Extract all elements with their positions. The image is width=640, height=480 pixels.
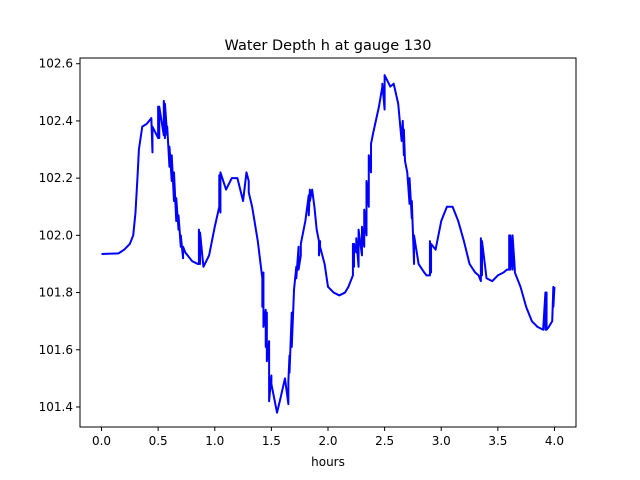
x-tick-label: 2.5 <box>375 434 394 448</box>
chart-title: Water Depth h at gauge 130 <box>225 38 432 54</box>
series-line-water-depth <box>101 74 556 414</box>
x-axis-label: hours <box>311 455 345 469</box>
y-tick-label: 101.6 <box>39 343 73 357</box>
y-axis: 101.4 101.6 101.8 102.0 102.2 102.4 102.6 <box>39 57 80 414</box>
x-tick-label: 3.5 <box>488 434 507 448</box>
x-tick-label: 1.0 <box>205 434 224 448</box>
x-tick-label: 4.0 <box>545 434 564 448</box>
x-tick-label: 2.0 <box>318 434 337 448</box>
x-axis: 0.0 0.5 1.0 1.5 2.0 2.5 3.0 3.5 4.0 <box>92 427 564 448</box>
y-tick-label: 102.0 <box>39 228 73 242</box>
y-tick-label: 101.8 <box>39 286 73 300</box>
x-tick-label: 1.5 <box>262 434 281 448</box>
plot-area <box>101 74 556 414</box>
y-tick-label: 102.4 <box>39 114 73 128</box>
x-tick-label: 0.0 <box>92 434 111 448</box>
y-tick-label: 102.2 <box>39 171 73 185</box>
y-tick-label: 101.4 <box>39 400 73 414</box>
y-tick-label: 102.6 <box>39 57 73 71</box>
x-tick-label: 3.0 <box>432 434 451 448</box>
x-tick-label: 0.5 <box>149 434 168 448</box>
